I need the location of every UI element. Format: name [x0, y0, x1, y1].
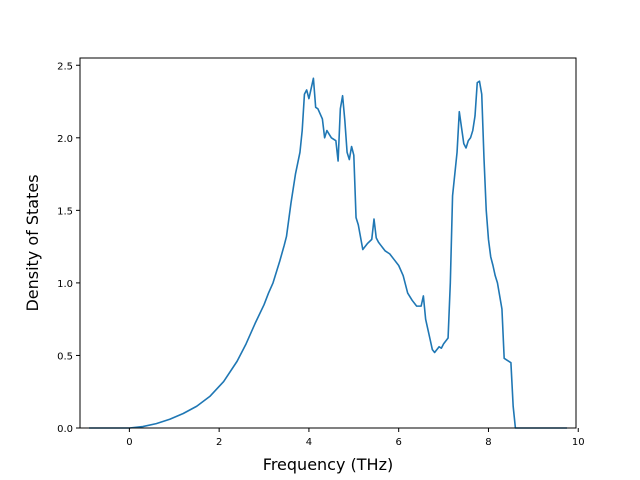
plot-background [80, 58, 576, 428]
x-tick-label: 4 [306, 437, 312, 448]
axis-ticks: 0 2 4 6 8 10 0.0 0.5 1.0 1.5 2.0 2.5 [57, 61, 585, 448]
x-tick-label: 6 [396, 437, 402, 448]
x-tick-label: 10 [572, 437, 585, 448]
dos-series-line [88, 77, 568, 429]
y-tick-label: 2.0 [57, 134, 73, 145]
plot-marks [88, 77, 568, 429]
x-axis-label: Frequency (THz) [263, 455, 393, 474]
y-tick-label: 0.5 [57, 351, 73, 362]
x-tick-label: 8 [485, 437, 491, 448]
y-axis-label: Density of States [23, 174, 42, 311]
y-tick-label: 1.5 [57, 206, 73, 217]
x-tick-label: 2 [216, 437, 222, 448]
plot-frame [79, 57, 577, 429]
y-tick-label: 2.5 [57, 61, 73, 72]
x-tick-label: 0 [126, 437, 132, 448]
y-tick-label: 1.0 [57, 279, 73, 290]
y-tick-label: 0.0 [57, 424, 73, 435]
